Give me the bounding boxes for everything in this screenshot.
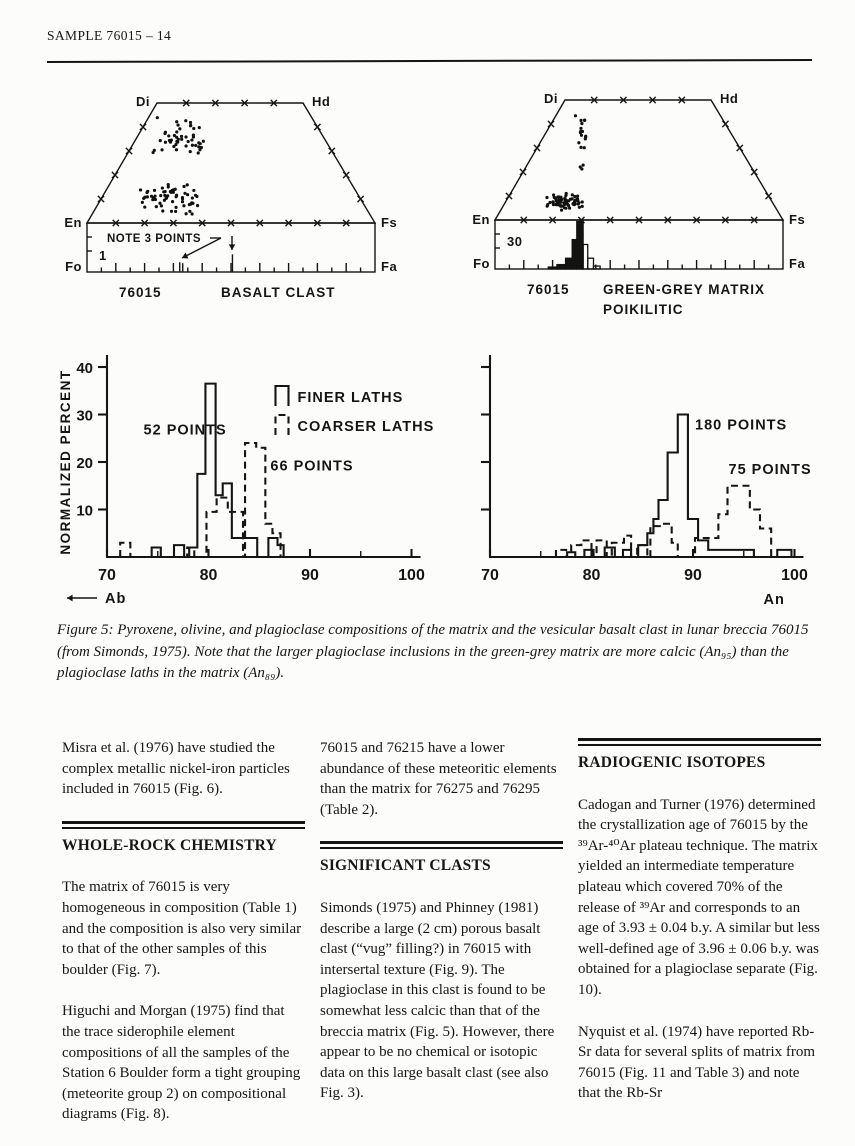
svg-text:Fa: Fa [381, 259, 397, 274]
svg-text:180 POINTS: 180 POINTS [695, 418, 787, 434]
svg-text:30: 30 [76, 408, 93, 425]
svg-text:76015: 76015 [119, 285, 162, 300]
svg-text:66 POINTS: 66 POINTS [270, 459, 353, 475]
section-heading: SIGNIFICANT CLASTS [320, 857, 491, 875]
pyroxene-quad-green-grey-matrix: Di Hd En Fs Fo Fa 30 76015 GREEN-GREY MATRIX POIK… [472, 91, 805, 317]
section-rule [320, 841, 563, 850]
svg-text:Di: Di [544, 91, 558, 106]
svg-text:76015: 76015 [527, 282, 570, 297]
svg-text:30: 30 [507, 234, 522, 249]
svg-text:100: 100 [781, 567, 808, 584]
section-heading: RADIOGENIC ISOTOPES [578, 754, 766, 771]
plagioclase-histogram-basalt-clast: 10 20 30 40 70 80 90 100 NORMALIZED PERCENT 52 PO… [58, 355, 433, 607]
svg-text:10: 10 [76, 503, 93, 520]
svg-text:En: En [472, 212, 490, 227]
svg-text:Fa: Fa [789, 256, 805, 271]
paragraph: 76015 and 76215 have a lower abundance o… [320, 740, 557, 818]
figure-caption: Figure 5: Pyroxene, olivine, and plagioc… [57, 622, 809, 681]
plagioclase-histogram-matrix: 70 80 90 100 180 POINTS 75 POINTS An [481, 355, 812, 608]
header-rule [46, 58, 813, 64]
svg-text:80: 80 [200, 567, 218, 584]
paragraph: Nyquist et al. (1974) have reported Rb-S… [578, 1023, 816, 1102]
svg-text:20: 20 [76, 455, 93, 472]
svg-text:Hd: Hd [720, 91, 738, 106]
svg-text:40: 40 [76, 360, 93, 377]
text-columns: Misra et al. (1976) have studied the com… [62, 738, 821, 1146]
svg-text:1: 1 [99, 248, 107, 263]
page-header: SAMPLE 76015 – 14 [47, 28, 172, 43]
svg-text:Ab: Ab [105, 591, 126, 607]
paragraph: The matrix of 76015 is very homogeneous … [62, 879, 302, 978]
svg-text:FINER LATHS: FINER LATHS [297, 390, 403, 406]
svg-text:NOTE 3 POINTS: NOTE 3 POINTS [107, 233, 201, 245]
svg-text:100: 100 [398, 567, 425, 584]
section-rule [578, 738, 821, 746]
svg-text:Fo: Fo [65, 259, 82, 274]
svg-text:En: En [64, 215, 82, 230]
svg-text:75 POINTS: 75 POINTS [729, 462, 812, 478]
svg-text:Fo: Fo [473, 256, 490, 271]
column-right: RADIOGENIC ISOTOPES Cadogan and Turner (… [578, 738, 821, 1146]
svg-text:An: An [764, 592, 785, 608]
svg-text:90: 90 [684, 567, 702, 584]
svg-text:Fs: Fs [381, 215, 397, 230]
svg-text:52 POINTS: 52 POINTS [144, 422, 227, 438]
svg-text:POIKILITIC: POIKILITIC [603, 302, 684, 317]
svg-text:NORMALIZED PERCENT: NORMALIZED PERCENT [58, 369, 73, 554]
column-left: Misra et al. (1976) have studied the com… [62, 738, 305, 1146]
paragraph: Simonds (1975) and Phinney (1981) descri… [320, 899, 555, 1102]
svg-text:Di: Di [136, 94, 150, 109]
paragraph: Higuchi and Morgan (1975) find that the … [62, 1003, 301, 1123]
svg-text:90: 90 [301, 567, 319, 584]
svg-text:70: 70 [98, 567, 116, 584]
paragraph: Misra et al. (1976) have studied the com… [62, 740, 290, 798]
section-heading: WHOLE-ROCK CHEMISTRY [62, 836, 277, 854]
svg-text:80: 80 [583, 567, 601, 584]
svg-text:COARSER LATHS: COARSER LATHS [297, 419, 434, 435]
section-rule [62, 820, 305, 829]
svg-text:Fs: Fs [789, 212, 805, 227]
paragraph: Cadogan and Turner (1976) determined the… [578, 796, 820, 998]
svg-text:70: 70 [481, 567, 499, 584]
svg-text:BASALT CLAST: BASALT CLAST [221, 285, 336, 300]
svg-text:Hd: Hd [312, 94, 330, 109]
svg-text:GREEN-GREY MATRIX: GREEN-GREY MATRIX [603, 282, 765, 297]
column-middle: 76015 and 76215 have a lower abundance o… [320, 738, 563, 1146]
